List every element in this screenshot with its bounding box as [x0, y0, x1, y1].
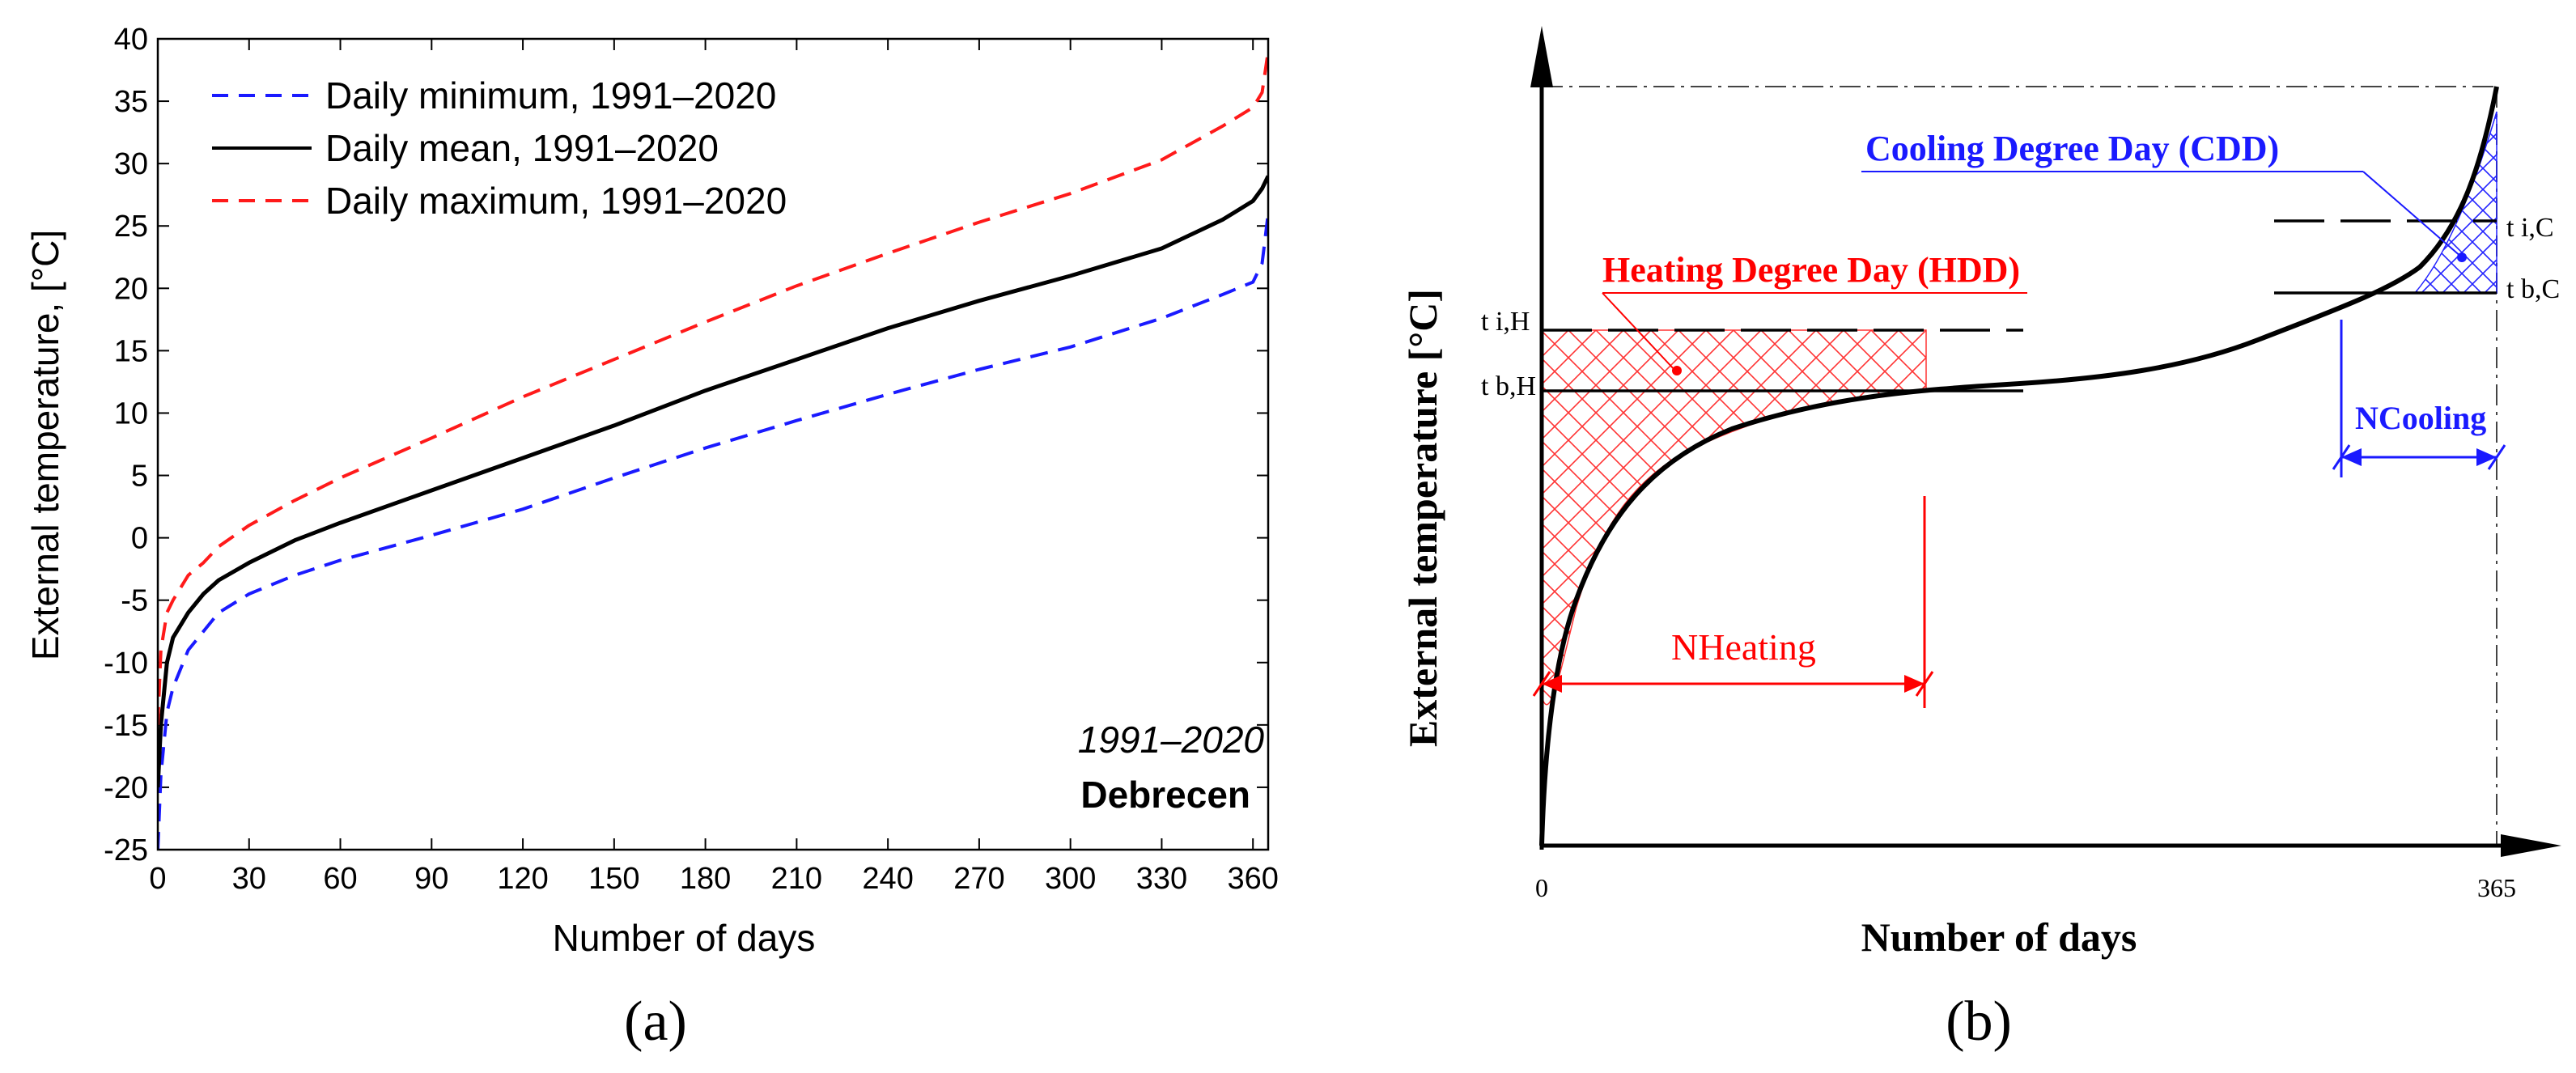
hdd-leader-line — [1602, 292, 1676, 371]
nheating-arrow-left — [1542, 675, 1562, 693]
nheating-label: NHeating — [1671, 626, 1816, 668]
y-tick-label: 10 — [114, 397, 148, 430]
x-tick-label: 240 — [862, 862, 913, 896]
panel-label-b: (b) — [1946, 990, 2012, 1053]
panel-a-annotation-station: Debrecen — [1080, 774, 1250, 816]
series-line-daily-maximum — [158, 51, 1268, 725]
y-tick-label: 35 — [114, 85, 148, 119]
panel-b-y-axis-label: External temperature [°C] — [1400, 289, 1445, 747]
nheating-tick-right — [1915, 671, 1934, 697]
x-tick-label: 120 — [497, 862, 548, 896]
panel-b-x-tick-0: 0 — [1535, 873, 1548, 902]
tb-c-label: t b,C — [2506, 274, 2560, 304]
cdd-leader-dot — [2457, 252, 2467, 262]
panel-a-y-axis-label: External temperature, [°C] — [24, 230, 66, 660]
panel-b-y-axis-arrow — [1530, 26, 1553, 87]
panel-a-series — [158, 51, 1268, 850]
y-tick-label: -25 — [104, 833, 148, 867]
x-tick-label: 30 — [232, 862, 266, 896]
x-tick-label: 90 — [414, 862, 448, 896]
panel-b-x-axis-label: Number of days — [1861, 914, 2137, 960]
panel-a-legend: Daily minimum, 1991–2020 Daily mean, 199… — [212, 74, 787, 222]
ncooling-arrow-right — [2476, 448, 2497, 466]
panel-label-a: (a) — [624, 990, 687, 1053]
x-tick-label: 60 — [323, 862, 357, 896]
tb-h-label: t b,H — [1481, 371, 1536, 401]
nheating-arrow-right — [1904, 675, 1925, 693]
panel-b-x-tick-365: 365 — [2477, 873, 2516, 902]
ncooling-tick-right — [2487, 444, 2506, 470]
y-tick-label: 15 — [114, 334, 148, 368]
panel-a-x-axis-label: Number of days — [553, 917, 816, 959]
y-tick-label: 25 — [114, 210, 148, 244]
panel-b-diagram: t i,H t b,H t i,C t b,C Heating Degree D… — [1400, 26, 2561, 1053]
x-tick-label: 300 — [1045, 862, 1096, 896]
ncooling-label: NCooling — [2355, 400, 2486, 436]
x-tick-label: 210 — [771, 862, 822, 896]
x-tick-label: 360 — [1228, 862, 1279, 896]
legend-label-daily-maximum: Daily maximum, 1991–2020 — [325, 180, 787, 222]
panel-a-chart: -25 -20 -15 -10 -5 0 5 10 15 20 25 30 35 40 0 30 60 90 120… — [24, 23, 1279, 1053]
y-tick-label: -15 — [104, 709, 148, 743]
ti-h-label: t i,H — [1481, 307, 1530, 337]
series-line-daily-minimum — [158, 213, 1268, 850]
x-tick-label: 330 — [1136, 862, 1187, 896]
panel-a-plot-frame — [156, 37, 1270, 851]
cdd-leader-line — [2362, 171, 2463, 258]
y-tick-label: 0 — [131, 522, 148, 556]
legend-label-daily-mean: Daily mean, 1991–2020 — [325, 127, 719, 169]
x-tick-label: 270 — [953, 862, 1004, 896]
hdd-label: Heating Degree Day (HDD) — [1602, 250, 2020, 290]
panel-b-x-axis-arrow — [2501, 834, 2561, 857]
ncooling-arrow-left — [2341, 448, 2362, 466]
y-tick-label: -5 — [121, 584, 148, 618]
legend-label-daily-minimum: Daily minimum, 1991–2020 — [325, 74, 776, 117]
cdd-label: Cooling Degree Day (CDD) — [1865, 129, 2279, 168]
y-tick-label: 30 — [114, 147, 148, 181]
panel-a-tick-labels: -25 -20 -15 -10 -5 0 5 10 15 20 25 30 35 40 0 30 60 90 120… — [104, 23, 1279, 896]
hdd-leader-dot — [1672, 366, 1682, 375]
ncooling-tick-left — [2332, 444, 2351, 470]
x-tick-label: 180 — [680, 862, 731, 896]
ti-c-label: t i,C — [2506, 213, 2554, 243]
temperature-duration-curve — [1539, 86, 2499, 846]
y-tick-label: -10 — [104, 647, 148, 681]
y-tick-label: 20 — [114, 272, 148, 306]
y-tick-label: 5 — [131, 460, 148, 494]
panel-a-annotation-period: 1991–2020 — [1078, 719, 1265, 761]
nheating-tick-left — [1532, 671, 1551, 697]
y-tick-label: -20 — [104, 771, 148, 805]
x-tick-label: 0 — [149, 862, 166, 896]
y-tick-label: 40 — [114, 23, 148, 57]
x-tick-label: 150 — [588, 862, 639, 896]
panel-a-ticks — [157, 38, 1268, 850]
series-line-daily-mean — [158, 175, 1268, 788]
